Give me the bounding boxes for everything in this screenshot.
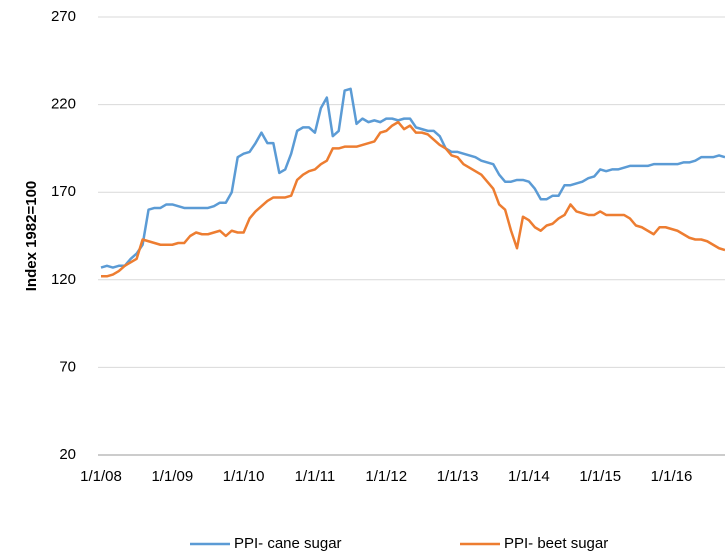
y-tick-label: 120 — [51, 271, 76, 288]
x-tick-label: 1/1/10 — [223, 468, 265, 485]
legend-label: PPI- cane sugar — [234, 535, 342, 552]
x-tick-label: 1/1/08 — [80, 468, 122, 485]
x-tick-label: 1/1/11 — [295, 468, 336, 485]
line-series — [100, 87, 725, 269]
x-tick-label: 1/1/16 — [651, 468, 693, 485]
y-tick-label: 70 — [59, 358, 76, 375]
x-tick-label: 1/1/14 — [508, 468, 550, 485]
x-tick-label: 1/1/15 — [579, 468, 621, 485]
y-axis-label: Index 1982=100 — [23, 181, 40, 292]
legend-label: PPI- beet sugar — [504, 535, 608, 552]
y-tick-label: 220 — [51, 96, 76, 113]
x-tick-label: 1/1/09 — [151, 468, 193, 485]
x-tick-label: 1/1/12 — [365, 468, 407, 485]
y-tick-label: 170 — [51, 183, 76, 200]
x-tick-label: 1/1/13 — [437, 468, 479, 485]
line-series — [101, 120, 725, 278]
y-tick-label: 20 — [59, 446, 76, 463]
y-tick-label: 270 — [51, 8, 76, 25]
